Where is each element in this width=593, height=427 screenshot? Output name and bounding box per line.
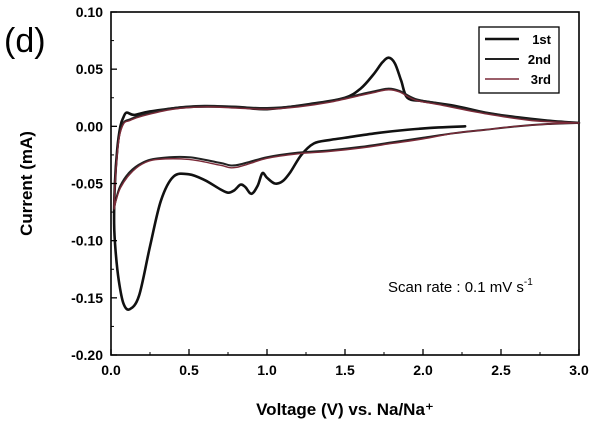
y-tick-label: -0.10	[71, 233, 103, 249]
x-tick-label: 0.5	[179, 362, 199, 378]
y-tick-label: 0.10	[76, 4, 103, 20]
x-tick-label: 1.0	[257, 362, 277, 378]
legend-label-1st: 1st	[532, 32, 551, 47]
x-tick-label: 3.0	[569, 362, 589, 378]
x-tick-label: 1.5	[335, 362, 355, 378]
legend: 1st 2nd 3rd	[478, 26, 560, 94]
x-tick-label: 0.0	[101, 362, 121, 378]
y-axis: 0.10 0.05 0.00 -0.05 -0.10 -0.15 -0.20	[71, 4, 117, 363]
scan-rate-exponent: -1	[524, 277, 533, 288]
legend-label-3rd: 3rd	[531, 72, 551, 87]
y-tick-label: 0.00	[76, 118, 103, 134]
x-tick-label: 2.5	[491, 362, 511, 378]
x-axis: 0.0 0.5 1.0 1.5 2.0 2.5 3.0	[101, 349, 589, 378]
series-group	[112, 56, 581, 311]
x-tick-label: 2.0	[413, 362, 433, 378]
y-axis-title: Current (mA)	[17, 131, 36, 236]
series-line-3rd	[113, 89, 580, 210]
scan-rate-text: Scan rate : 0.1 mV s	[388, 279, 524, 296]
y-tick-label: 0.05	[76, 61, 103, 77]
series-line-1st	[112, 56, 581, 311]
y-tick-label: -0.20	[71, 347, 103, 363]
series-line-2nd	[113, 87, 580, 209]
panel-label: (d)	[4, 22, 46, 60]
scan-rate-annotation: Scan rate : 0.1 mV s-1	[388, 277, 533, 296]
y-tick-label: -0.15	[71, 290, 103, 306]
x-axis-title: Voltage (V) vs. Na/Na⁺	[256, 400, 434, 419]
legend-label-2nd: 2nd	[528, 52, 551, 67]
y-tick-label: -0.05	[71, 176, 103, 192]
